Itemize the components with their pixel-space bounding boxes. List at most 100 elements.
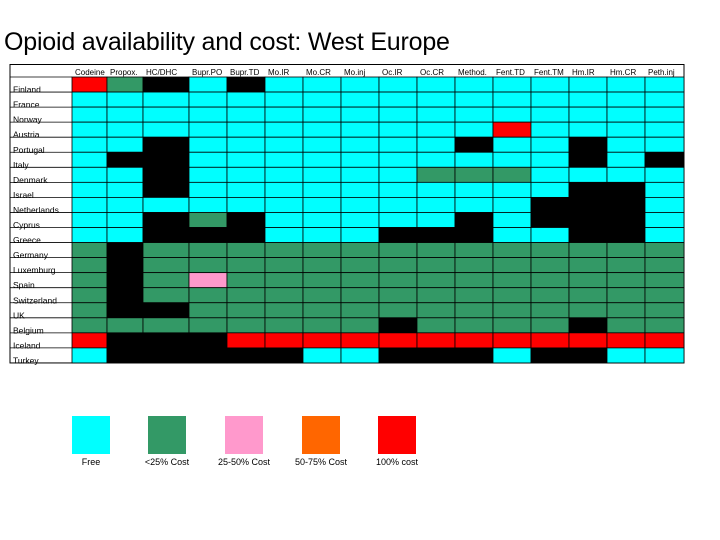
grid-cell [340, 347, 380, 364]
column-label: Oc.CR [420, 68, 444, 77]
grid-cell [606, 257, 646, 274]
grid-cell [530, 121, 570, 138]
grid-cell [568, 332, 608, 349]
grid-cell [226, 212, 266, 228]
grid-cell [302, 166, 342, 183]
grid-cell [378, 121, 418, 138]
grid-cell [454, 272, 494, 289]
grid-cell [378, 76, 418, 93]
grid-cell [606, 302, 646, 319]
grid-cell [492, 166, 532, 183]
grid-cell [530, 257, 570, 274]
grid-cell [142, 91, 190, 108]
grid-cell [340, 317, 380, 334]
grid-cell [340, 76, 380, 93]
grid-cell [142, 121, 190, 138]
grid-cell [644, 106, 685, 123]
grid-cell [106, 151, 144, 168]
row-label: Austria [13, 130, 40, 140]
grid-cell [416, 121, 456, 138]
row-label: Belgium [13, 325, 44, 335]
grid-cell [106, 332, 144, 349]
grid-cell [340, 136, 380, 153]
grid-cell [492, 332, 532, 349]
grid-cell [302, 332, 342, 349]
grid-cell [340, 242, 380, 259]
grid-cell [188, 242, 228, 259]
grid-cell [188, 302, 228, 319]
grid-cell [606, 181, 646, 198]
grid-cell [530, 181, 570, 198]
grid-cell [71, 347, 108, 364]
grid-cell [188, 212, 228, 228]
grid-cell [378, 151, 418, 168]
grid-cell [340, 227, 380, 243]
grid-cell [644, 121, 685, 138]
column-label: Bupr.TD [230, 68, 260, 77]
grid-cell [302, 257, 342, 274]
grid-cell [530, 317, 570, 334]
grid-cell [106, 287, 144, 304]
grid-cell [264, 212, 304, 228]
grid-cell [302, 347, 342, 364]
grid-cell [264, 181, 304, 198]
grid-cell [378, 166, 418, 183]
grid-cell [142, 347, 190, 364]
grid-cell [416, 91, 456, 108]
grid-cell [454, 166, 494, 183]
grid-cell [106, 196, 144, 213]
grid-cell [568, 317, 608, 334]
grid-cell [416, 196, 456, 213]
row-label: France [13, 100, 40, 110]
grid-cell [302, 106, 342, 123]
column-label: Bupr.PO [192, 68, 222, 77]
grid-cell [530, 166, 570, 183]
column-label: Peth.inj [648, 68, 675, 77]
grid-cell [264, 136, 304, 153]
grid-cell [302, 227, 342, 243]
grid-cell [142, 302, 190, 319]
grid-cell [106, 257, 144, 274]
row-label: Denmark [13, 175, 48, 185]
grid-cell [302, 272, 342, 289]
grid-cell [606, 317, 646, 334]
grid-cell [302, 317, 342, 334]
grid-cell [188, 166, 228, 183]
grid-cell [644, 76, 685, 93]
grid-cell [378, 242, 418, 259]
grid-cell [568, 91, 608, 108]
grid-cell [71, 181, 108, 198]
grid-cell [492, 302, 532, 319]
grid-cell [606, 212, 646, 228]
column-label: Mo.inj [344, 68, 366, 77]
grid-cell [454, 317, 494, 334]
grid-cell [454, 91, 494, 108]
grid-cell [530, 76, 570, 93]
legend-label: Free [81, 457, 101, 467]
grid-cell [340, 151, 380, 168]
row-label: Germany [13, 250, 49, 260]
legend-swatch [72, 416, 110, 454]
grid-cell [340, 196, 380, 213]
grid-cell [606, 76, 646, 93]
grid-cell [378, 136, 418, 153]
row-label: Israel [13, 190, 34, 200]
column-label: Hm.IR [572, 68, 595, 77]
row-label: Cyprus [13, 220, 40, 230]
grid-cell [644, 272, 685, 289]
grid-cell [71, 76, 108, 93]
grid-cell [644, 302, 685, 319]
grid-cell [226, 332, 266, 349]
grid-cell [302, 151, 342, 168]
grid-cell [188, 317, 228, 334]
grid-cell [530, 347, 570, 364]
grid-cell [606, 242, 646, 259]
grid-cell [644, 196, 685, 213]
grid-cell [492, 196, 532, 213]
grid-cell [530, 136, 570, 153]
grid-cell [106, 242, 144, 259]
grid-cell [71, 287, 108, 304]
grid-cell [492, 91, 532, 108]
grid-cell [454, 287, 494, 304]
